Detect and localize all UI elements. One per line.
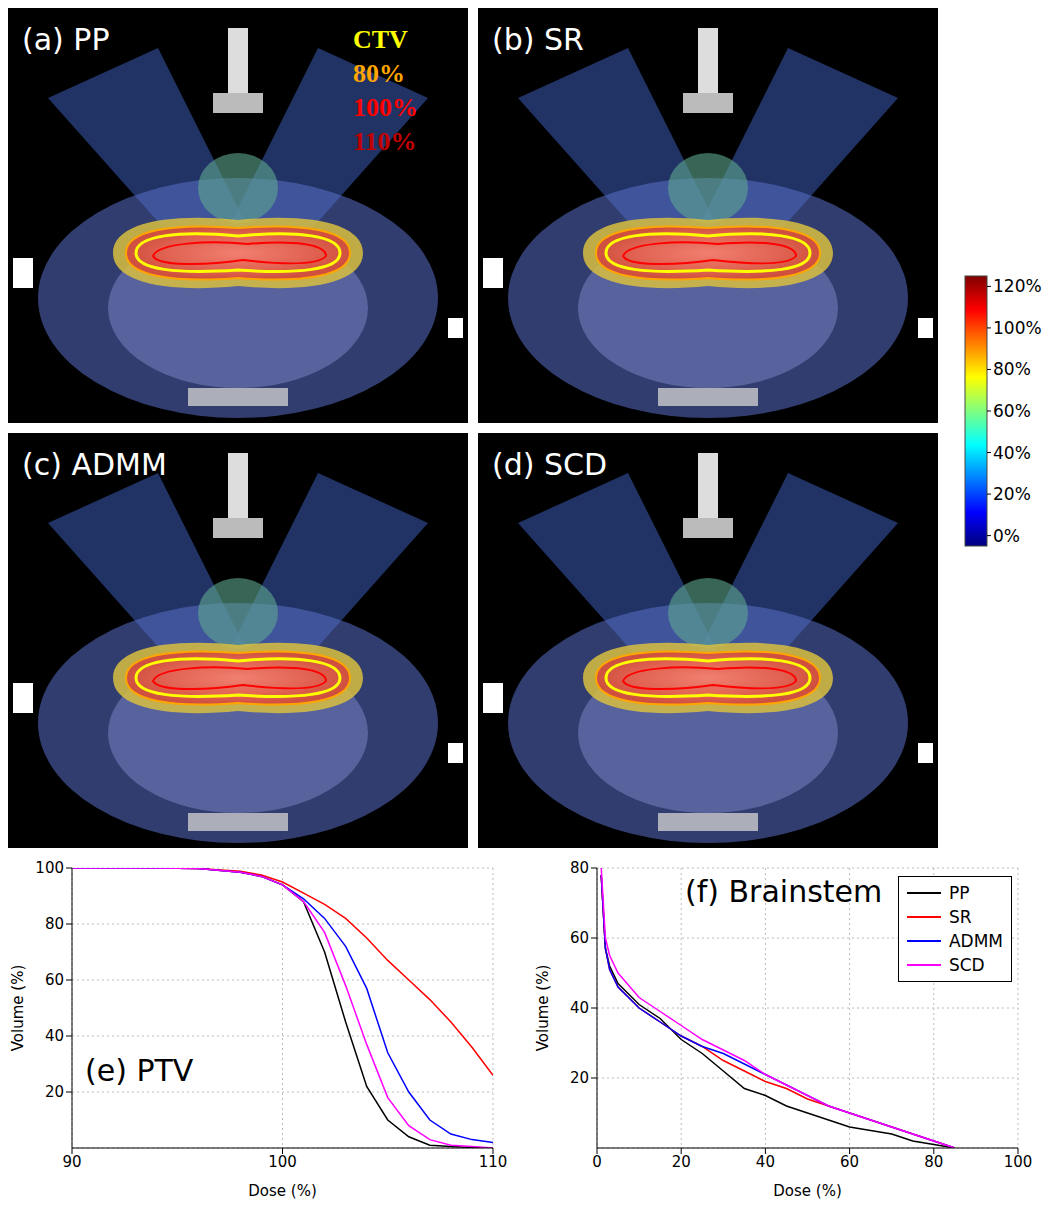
svg-text:100: 100 xyxy=(268,1153,297,1171)
svg-text:60%: 60% xyxy=(993,401,1031,421)
svg-text:40: 40 xyxy=(570,999,589,1017)
svg-text:80%: 80% xyxy=(353,59,405,88)
svg-text:100%: 100% xyxy=(353,93,418,122)
svg-text:Volume (%): Volume (%) xyxy=(9,965,27,1052)
html-text:(e) PTV: (e) PTV xyxy=(85,1053,194,1088)
svg-text:(c) ADMM: (c) ADMM xyxy=(22,447,167,482)
svg-text:40: 40 xyxy=(45,1027,64,1045)
svg-text:120%: 120% xyxy=(993,276,1042,296)
svg-text:100%: 100% xyxy=(993,318,1042,338)
svg-text:90: 90 xyxy=(62,1153,81,1171)
svg-text:60: 60 xyxy=(840,1153,859,1171)
svg-text:(d) SCD: (d) SCD xyxy=(492,447,607,482)
svg-text:80%: 80% xyxy=(993,359,1031,379)
svg-text:CTV: CTV xyxy=(353,25,408,54)
svg-text:Volume (%): Volume (%) xyxy=(534,965,552,1052)
svg-text:20%: 20% xyxy=(993,484,1031,504)
svg-text:80: 80 xyxy=(570,859,589,877)
svg-text:40: 40 xyxy=(756,1153,775,1171)
svg-text:110%: 110% xyxy=(353,127,417,156)
html-text:ADMM: ADMM xyxy=(948,931,1003,951)
html-text:(f) Brainstem: (f) Brainstem xyxy=(685,874,883,909)
svg-text:(a) PP: (a) PP xyxy=(22,22,110,57)
svg-text:100: 100 xyxy=(35,859,64,877)
svg-text:20: 20 xyxy=(672,1153,691,1171)
svg-text:(b) SR: (b) SR xyxy=(492,22,584,57)
svg-text:80: 80 xyxy=(45,915,64,933)
svg-text:110: 110 xyxy=(479,1153,508,1171)
svg-text:Dose (%): Dose (%) xyxy=(248,1182,317,1200)
html-text:SCD: SCD xyxy=(948,955,985,975)
svg-text:60: 60 xyxy=(45,971,64,989)
svg-text:100: 100 xyxy=(1004,1153,1033,1171)
svg-text:80: 80 xyxy=(924,1153,943,1171)
svg-text:40%: 40% xyxy=(993,443,1031,463)
svg-text:20: 20 xyxy=(570,1069,589,1087)
svg-text:20: 20 xyxy=(45,1083,64,1101)
svg-text:Dose (%): Dose (%) xyxy=(773,1182,842,1200)
svg-text:0%: 0% xyxy=(993,526,1020,546)
svg-text:60: 60 xyxy=(570,929,589,947)
html-text:SR: SR xyxy=(948,907,972,927)
html-text:PP: PP xyxy=(948,883,970,903)
svg-text:0: 0 xyxy=(592,1153,602,1171)
